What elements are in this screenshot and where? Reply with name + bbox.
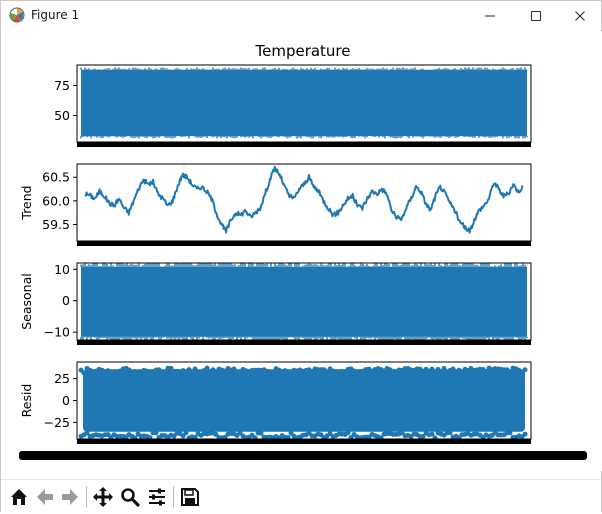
resid-y-axis-label: Resid [19, 384, 34, 418]
title-bar: Figure 1 [1, 1, 601, 31]
trend-y-tick-label: 59.5 [42, 217, 70, 232]
figure-svg: Temperature 50 75 59.5 60.0 60.5 Trend −10 0 10 S… [19, 42, 587, 460]
configure-icon [149, 488, 165, 506]
navigation-toolbar [1, 479, 601, 514]
trend-axes-frame [76, 163, 532, 242]
configure-button[interactable] [145, 485, 169, 509]
trend-y-tick-label: 60.5 [42, 170, 70, 185]
window-title: Figure 1 [31, 8, 80, 22]
observed-line-edge [80, 67, 528, 139]
resid-series [78, 365, 528, 439]
close-icon [575, 11, 585, 21]
seasonal-y-axis-label: Seasonal [19, 273, 34, 330]
seasonal-y-tick-label: 0 [62, 293, 70, 308]
observed-series [80, 67, 528, 139]
figure-title: Temperature [254, 42, 350, 60]
seasonal-line-band [81, 266, 527, 337]
toolbar-separator [173, 486, 174, 508]
forward-icon [62, 489, 78, 505]
minimize-icon [485, 15, 495, 17]
minimize-button[interactable] [467, 1, 513, 31]
resid-y-tick-label: 25 [54, 371, 70, 386]
maximize-button[interactable] [513, 1, 559, 31]
seasonal-y-tick-label: −10 [44, 325, 70, 340]
x-axis-tick-labels-strip [19, 451, 587, 460]
seasonal-series [80, 263, 528, 340]
save-icon [181, 488, 199, 506]
axes-trend: 59.5 60.0 60.5 Trend [19, 163, 532, 246]
close-button[interactable] [557, 1, 602, 31]
trend-y-axis-label: Trend [19, 185, 34, 220]
seasonal-line-edge [80, 263, 528, 340]
zoom-icon [121, 488, 140, 507]
zoom-button[interactable] [118, 485, 142, 509]
figure-canvas[interactable]: Temperature 50 75 59.5 60.0 60.5 Trend −10 0 10 S… [1, 31, 602, 471]
trend-x-tick-strip [77, 241, 531, 246]
home-icon [11, 489, 27, 505]
seasonal-x-tick-strip [77, 340, 531, 345]
trend-line [84, 165, 524, 234]
observed-line-band [81, 69, 527, 136]
trend-y-tick-label: 60.0 [42, 193, 70, 208]
home-button[interactable] [7, 485, 31, 509]
toolbar-separator [86, 486, 87, 508]
pan-icon [93, 487, 113, 507]
resid-points [83, 369, 525, 432]
resid-x-tick-strip [77, 439, 531, 444]
axes-resid: −25 0 25 Resid [19, 361, 532, 444]
forward-button[interactable] [58, 485, 82, 509]
matplotlib-app-icon [9, 7, 25, 23]
observed-y-tick-label: 50 [54, 108, 70, 123]
resid-y-tick-label: −25 [44, 415, 70, 430]
seasonal-y-tick-label: 10 [54, 262, 70, 277]
save-button[interactable] [178, 485, 202, 509]
trend-series [84, 165, 524, 234]
back-icon [37, 489, 53, 505]
axes-seasonal: −10 0 10 Seasonal [19, 262, 532, 345]
observed-x-tick-strip [77, 142, 531, 147]
resid-y-tick-label: 0 [62, 393, 70, 408]
axes-observed: 50 75 [54, 64, 532, 147]
maximize-icon [531, 11, 541, 21]
pan-button[interactable] [91, 485, 115, 509]
back-button[interactable] [33, 485, 57, 509]
observed-y-tick-label: 75 [54, 78, 70, 93]
